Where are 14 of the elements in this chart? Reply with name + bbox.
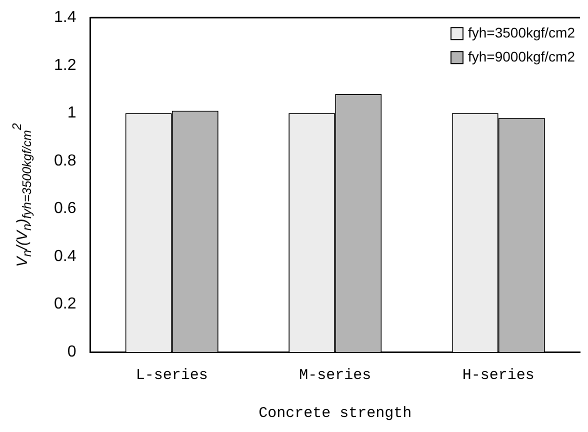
- y-tick-label: 0.2: [54, 296, 76, 313]
- y-tick-label: 0.6: [54, 200, 76, 218]
- x-tick-label: L-series: [136, 366, 208, 384]
- y-tick-label: 1.4: [54, 9, 76, 26]
- x-axis-title: Concrete strength: [258, 404, 412, 422]
- y-tick-label: 1: [67, 104, 76, 122]
- legend-label: fyh=9000kgf/cm2: [468, 48, 576, 64]
- y-tick-label: 0.4: [54, 248, 76, 265]
- y-tick-label: 0.8: [54, 152, 76, 170]
- y-tick-label: 1.2: [54, 56, 76, 74]
- legend-label: fyh=3500kgf/cm2: [468, 24, 576, 40]
- x-tick-label: H-series: [462, 366, 534, 384]
- y-tick-label: 0: [67, 343, 76, 360]
- x-tick-label: M-series: [299, 366, 372, 384]
